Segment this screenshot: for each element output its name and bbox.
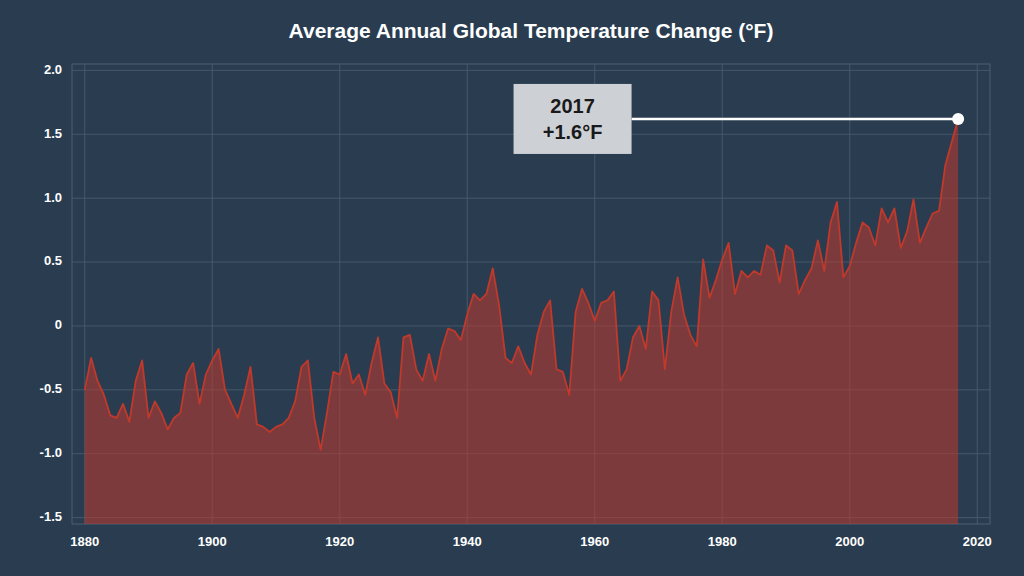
data-area [85, 113, 964, 524]
y-tick-label: -1.5 [40, 509, 62, 524]
x-tick-label: 1920 [325, 534, 354, 549]
annotation-text: 2017 +1.6°F [543, 95, 603, 143]
title: Average Annual Global Temperature Change… [289, 19, 774, 42]
x-tick-label: 1960 [580, 534, 609, 549]
y-tick-label: 0.5 [44, 253, 62, 268]
annotation-connector [632, 118, 959, 121]
line [85, 119, 958, 450]
x-tick-label: 2020 [963, 534, 992, 549]
annotation-line: +1.6°F [543, 121, 603, 143]
x-tick-label: 2000 [835, 534, 864, 549]
grid-line-y [72, 70, 990, 71]
plot-frame [72, 64, 990, 524]
annotation-line: 2017 [550, 95, 595, 117]
background [0, 0, 1024, 576]
x-tick-label: 1880 [70, 534, 99, 549]
x-tick-label: 1980 [708, 534, 737, 549]
grid-line-x [977, 64, 978, 524]
y-tick-label: 0 [55, 317, 62, 332]
chart: Average Annual Global Temperature Change… [0, 0, 1024, 576]
area-fill [85, 119, 958, 524]
x-tick-label: 1940 [453, 534, 482, 549]
annotation-box [514, 84, 632, 154]
y-tick-label: 2.0 [44, 62, 62, 77]
x-tick-label: 1900 [198, 534, 227, 549]
grid [72, 64, 990, 524]
y-tick-label: -0.5 [40, 381, 62, 396]
y-tick-label: 1.5 [44, 126, 62, 141]
grid-line-y [72, 198, 990, 199]
y-tick-label: 1.0 [44, 190, 62, 205]
y-tick-label: -1.0 [40, 445, 62, 460]
